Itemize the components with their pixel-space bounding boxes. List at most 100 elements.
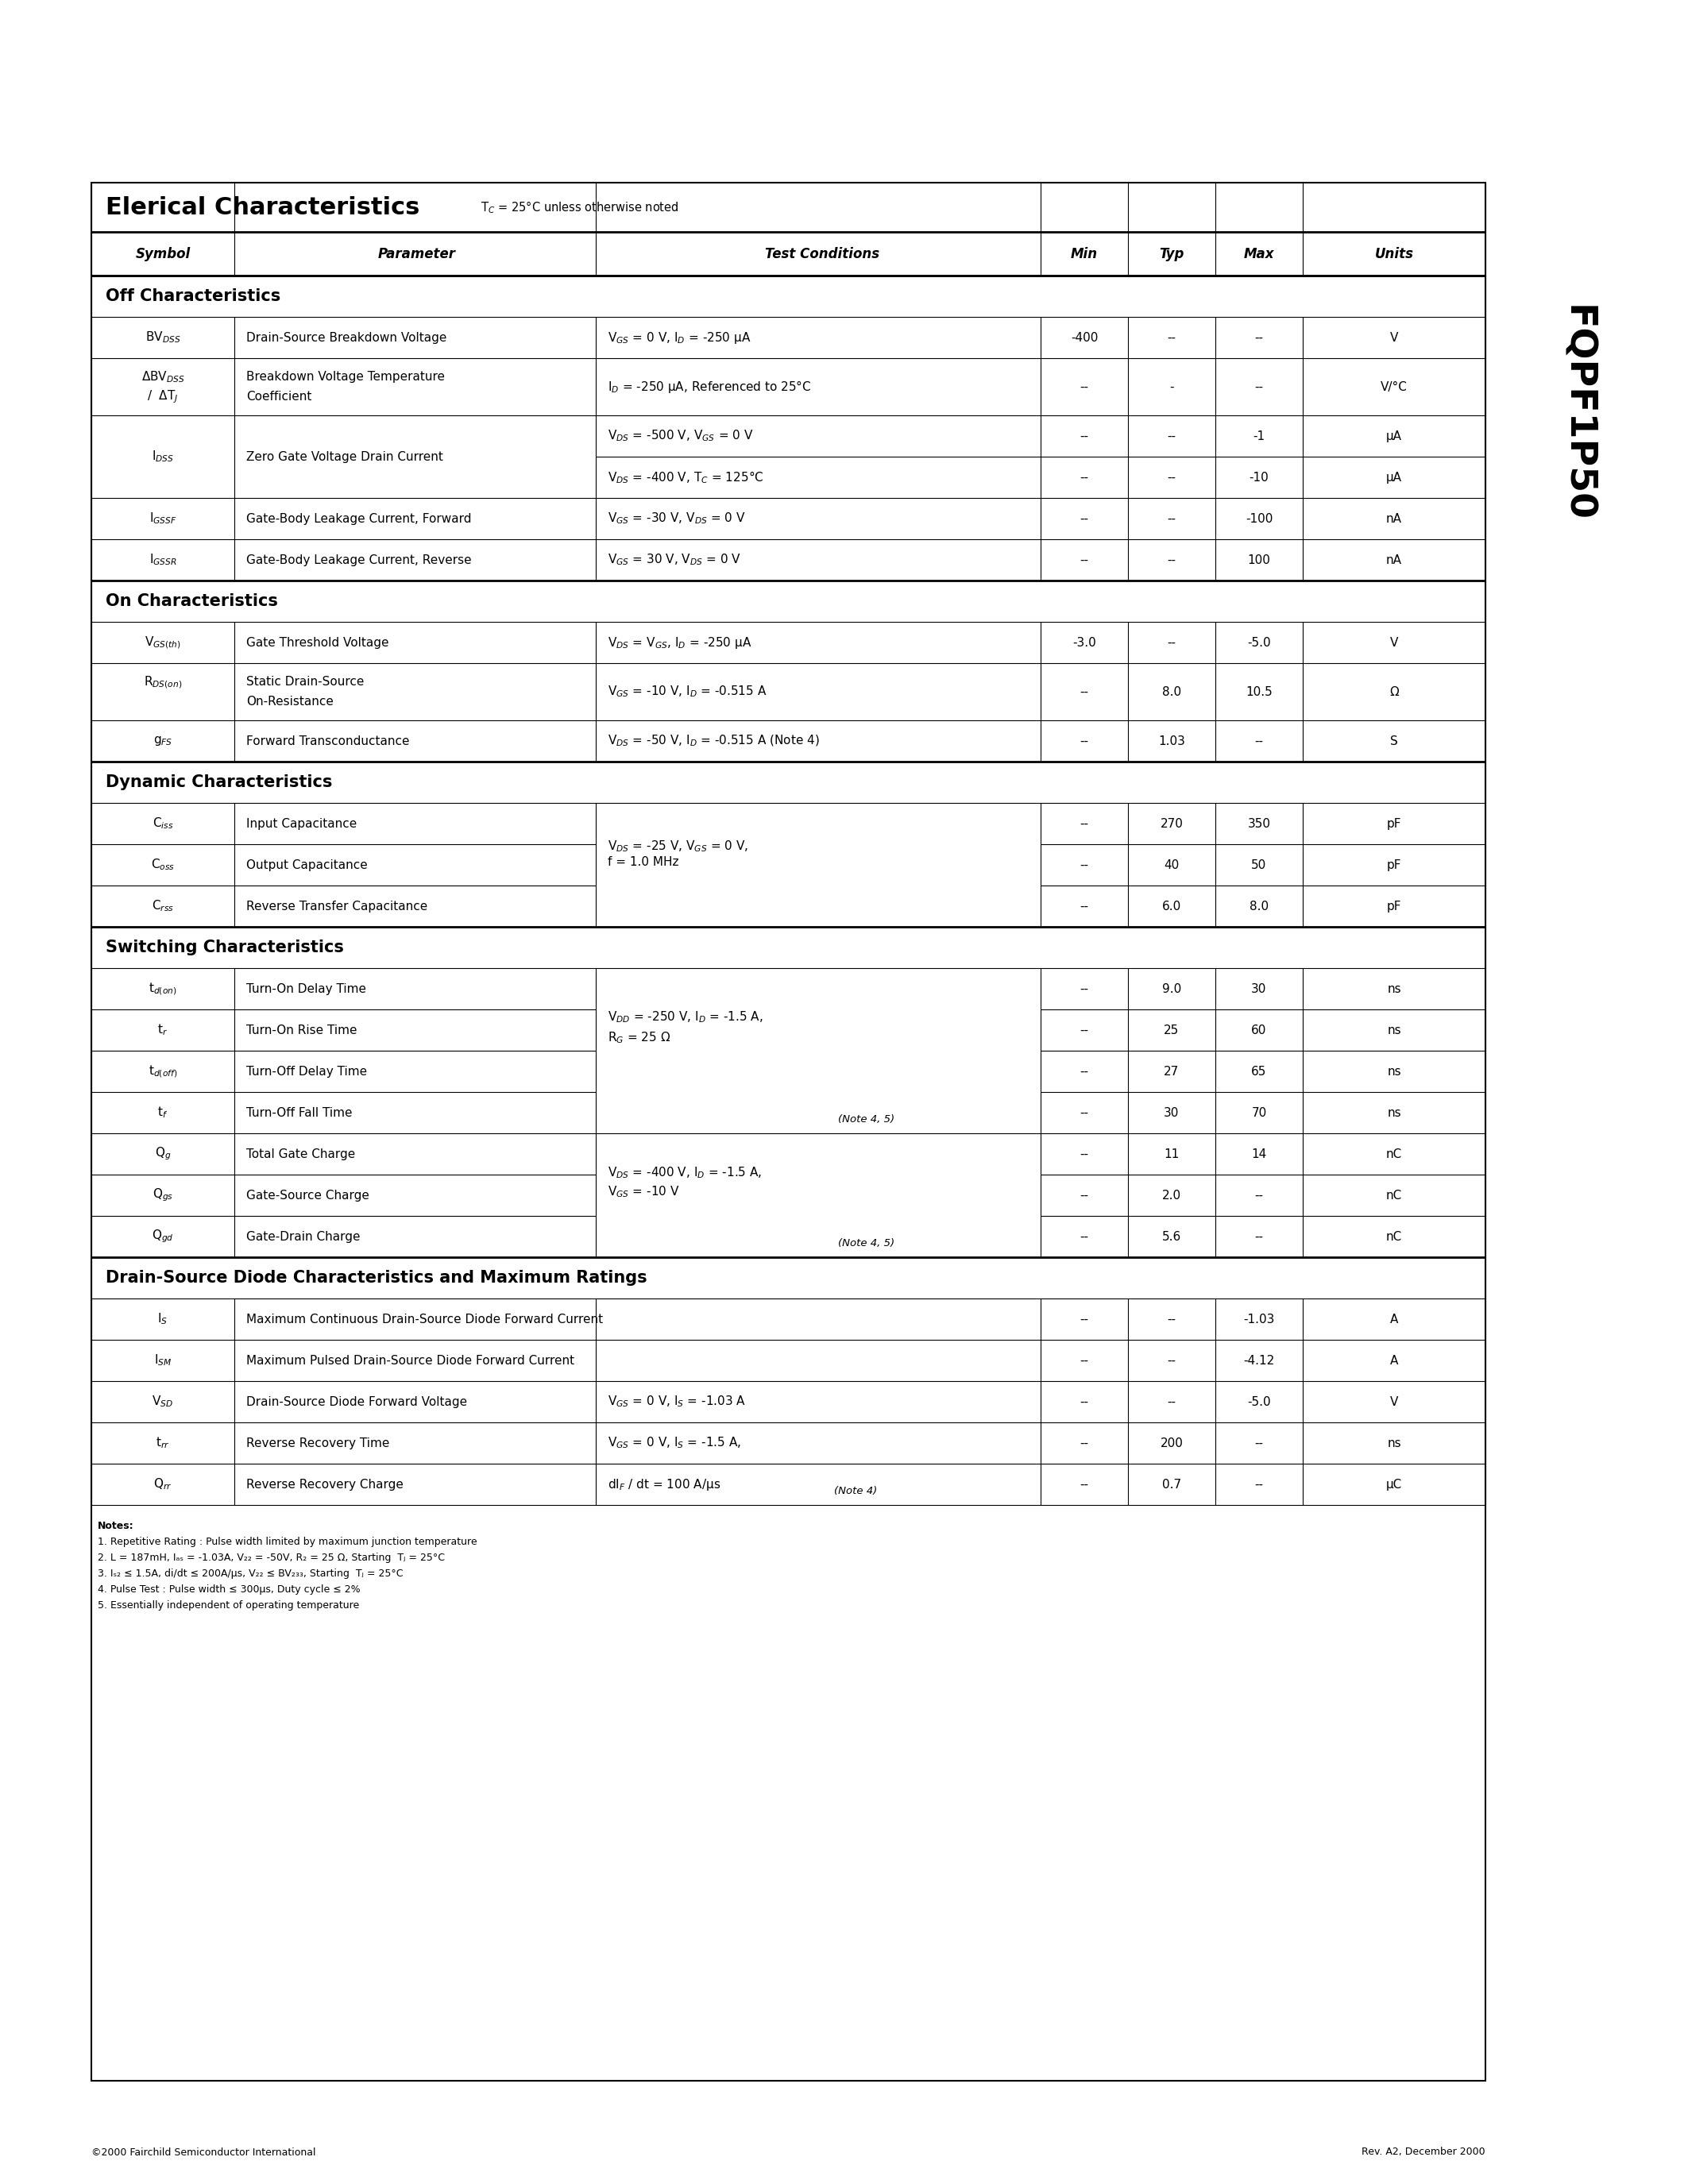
Text: V$_{GS}$ = 0 V, I$_D$ = -250 μA: V$_{GS}$ = 0 V, I$_D$ = -250 μA [608, 330, 751, 345]
Text: 11: 11 [1165, 1149, 1180, 1160]
Text: C$_{rss}$: C$_{rss}$ [152, 900, 174, 913]
Text: S: S [1391, 736, 1398, 747]
Text: V/°C: V/°C [1381, 380, 1408, 393]
Text: --: -- [1080, 1024, 1089, 1035]
Text: ΔBV$_{DSS}$: ΔBV$_{DSS}$ [142, 369, 184, 384]
Text: μC: μC [1386, 1479, 1403, 1489]
Text: /  ΔT$_J$: / ΔT$_J$ [147, 389, 179, 404]
Text: V$_{DS}$ = -25 V, V$_{GS}$ = 0 V,: V$_{DS}$ = -25 V, V$_{GS}$ = 0 V, [608, 839, 748, 854]
Text: 2. L = 187mH, Iₐₛ = -1.03A, V₂₂ = -50V, R₂ = 25 Ω, Starting  Tⱼ = 25°C: 2. L = 187mH, Iₐₛ = -1.03A, V₂₂ = -50V, … [98, 1553, 446, 1564]
Text: 2.0: 2.0 [1161, 1190, 1182, 1201]
Text: nA: nA [1386, 555, 1403, 566]
Text: ns: ns [1388, 1024, 1401, 1035]
Text: V$_{DD}$ = -250 V, I$_D$ = -1.5 A,: V$_{DD}$ = -250 V, I$_D$ = -1.5 A, [608, 1009, 763, 1024]
Text: ns: ns [1388, 1437, 1401, 1448]
Text: 60: 60 [1251, 1024, 1266, 1035]
Text: 14: 14 [1251, 1149, 1266, 1160]
Text: V$_{GS}$ = -30 V, V$_{DS}$ = 0 V: V$_{GS}$ = -30 V, V$_{DS}$ = 0 V [608, 511, 746, 526]
Text: Rev. A2, December 2000: Rev. A2, December 2000 [1362, 2147, 1485, 2158]
Text: 1. Repetitive Rating : Pulse width limited by maximum junction temperature: 1. Repetitive Rating : Pulse width limit… [98, 1538, 478, 1546]
Text: V: V [1389, 636, 1398, 649]
Text: --: -- [1080, 858, 1089, 871]
Text: --: -- [1080, 1107, 1089, 1118]
Text: V$_{GS}$ = -10 V, I$_D$ = -0.515 A: V$_{GS}$ = -10 V, I$_D$ = -0.515 A [608, 684, 766, 699]
Text: --: -- [1080, 472, 1089, 483]
Text: V$_{DS}$ = -400 V, I$_D$ = -1.5 A,: V$_{DS}$ = -400 V, I$_D$ = -1.5 A, [608, 1166, 761, 1179]
Text: t$_r$: t$_r$ [157, 1022, 169, 1037]
Text: Zero Gate Voltage Drain Current: Zero Gate Voltage Drain Current [246, 450, 444, 463]
Text: Gate-Body Leakage Current, Reverse: Gate-Body Leakage Current, Reverse [246, 555, 471, 566]
Text: Elerical Characteristics: Elerical Characteristics [106, 197, 420, 218]
Text: 30: 30 [1165, 1107, 1180, 1118]
Text: V: V [1389, 332, 1398, 343]
Text: 8.0: 8.0 [1249, 900, 1269, 913]
Text: --: -- [1254, 380, 1263, 393]
Text: nA: nA [1386, 513, 1403, 524]
Text: Symbol: Symbol [135, 247, 191, 260]
Text: --: -- [1254, 736, 1263, 747]
Text: Turn-On Delay Time: Turn-On Delay Time [246, 983, 366, 994]
Text: --: -- [1080, 1354, 1089, 1367]
Text: Notes:: Notes: [98, 1520, 133, 1531]
Text: nC: nC [1386, 1190, 1403, 1201]
Text: Typ: Typ [1160, 247, 1185, 260]
Text: 4. Pulse Test : Pulse width ≤ 300μs, Duty cycle ≤ 2%: 4. Pulse Test : Pulse width ≤ 300μs, Dut… [98, 1583, 360, 1594]
Text: t$_{d(off)}$: t$_{d(off)}$ [149, 1064, 177, 1079]
Text: g$_{FS}$: g$_{FS}$ [154, 734, 172, 747]
Text: --: -- [1080, 380, 1089, 393]
Text: --: -- [1254, 1479, 1263, 1489]
Text: A: A [1389, 1354, 1398, 1367]
Text: Turn-On Rise Time: Turn-On Rise Time [246, 1024, 358, 1035]
Text: 350: 350 [1247, 817, 1271, 830]
Text: V: V [1389, 1396, 1398, 1409]
Text: (Note 4): (Note 4) [834, 1485, 878, 1496]
Text: --: -- [1168, 1354, 1177, 1367]
Text: V$_{GS}$ = 30 V, V$_{DS}$ = 0 V: V$_{GS}$ = 30 V, V$_{DS}$ = 0 V [608, 553, 741, 568]
Text: Maximum Continuous Drain-Source Diode Forward Current: Maximum Continuous Drain-Source Diode Fo… [246, 1313, 603, 1326]
Text: V$_{DS}$ = V$_{GS}$, I$_D$ = -250 μA: V$_{DS}$ = V$_{GS}$, I$_D$ = -250 μA [608, 636, 751, 651]
Text: --: -- [1080, 513, 1089, 524]
Text: Forward Transconductance: Forward Transconductance [246, 736, 410, 747]
Text: 8.0: 8.0 [1161, 686, 1182, 697]
Text: --: -- [1080, 1396, 1089, 1409]
Text: 0.7: 0.7 [1161, 1479, 1182, 1489]
Text: Max: Max [1244, 247, 1274, 260]
Text: -4.12: -4.12 [1244, 1354, 1274, 1367]
Text: 65: 65 [1251, 1066, 1266, 1077]
Text: 270: 270 [1160, 817, 1183, 830]
Text: --: -- [1080, 1149, 1089, 1160]
Text: 9.0: 9.0 [1161, 983, 1182, 994]
Text: 6.0: 6.0 [1161, 900, 1182, 913]
Text: --: -- [1080, 1313, 1089, 1326]
Text: --: -- [1080, 686, 1089, 697]
Text: I$_D$ = -250 μA, Referenced to 25°C: I$_D$ = -250 μA, Referenced to 25°C [608, 378, 812, 395]
Text: --: -- [1168, 332, 1177, 343]
Text: --: -- [1168, 1396, 1177, 1409]
Text: (Note 4, 5): (Note 4, 5) [837, 1114, 895, 1125]
Text: 5. Essentially independent of operating temperature: 5. Essentially independent of operating … [98, 1601, 360, 1610]
Text: -400: -400 [1070, 332, 1097, 343]
Text: f = 1.0 MHz: f = 1.0 MHz [608, 856, 679, 867]
Text: -10: -10 [1249, 472, 1269, 483]
Text: nC: nC [1386, 1230, 1403, 1243]
Text: -5.0: -5.0 [1247, 1396, 1271, 1409]
Text: Reverse Transfer Capacitance: Reverse Transfer Capacitance [246, 900, 427, 913]
Text: --: -- [1080, 983, 1089, 994]
Text: --: -- [1080, 1190, 1089, 1201]
Text: --: -- [1080, 817, 1089, 830]
Text: C$_{iss}$: C$_{iss}$ [152, 817, 174, 830]
Text: I$_{GSSR}$: I$_{GSSR}$ [149, 553, 177, 568]
Text: nC: nC [1386, 1149, 1403, 1160]
Text: --: -- [1168, 636, 1177, 649]
Text: V$_{GS}$ = 0 V, I$_S$ = -1.5 A,: V$_{GS}$ = 0 V, I$_S$ = -1.5 A, [608, 1435, 741, 1450]
Text: --: -- [1080, 430, 1089, 441]
Text: --: -- [1168, 430, 1177, 441]
Text: V$_{GS(th)}$: V$_{GS(th)}$ [145, 636, 181, 651]
Text: (Note 4, 5): (Note 4, 5) [837, 1238, 895, 1247]
Text: Switching Characteristics: Switching Characteristics [106, 939, 344, 954]
Text: 100: 100 [1247, 555, 1271, 566]
Text: μA: μA [1386, 430, 1403, 441]
Text: Drain-Source Breakdown Voltage: Drain-Source Breakdown Voltage [246, 332, 447, 343]
Text: --: -- [1254, 1190, 1263, 1201]
Text: V$_{GS}$ = 0 V, I$_S$ = -1.03 A: V$_{GS}$ = 0 V, I$_S$ = -1.03 A [608, 1393, 746, 1409]
